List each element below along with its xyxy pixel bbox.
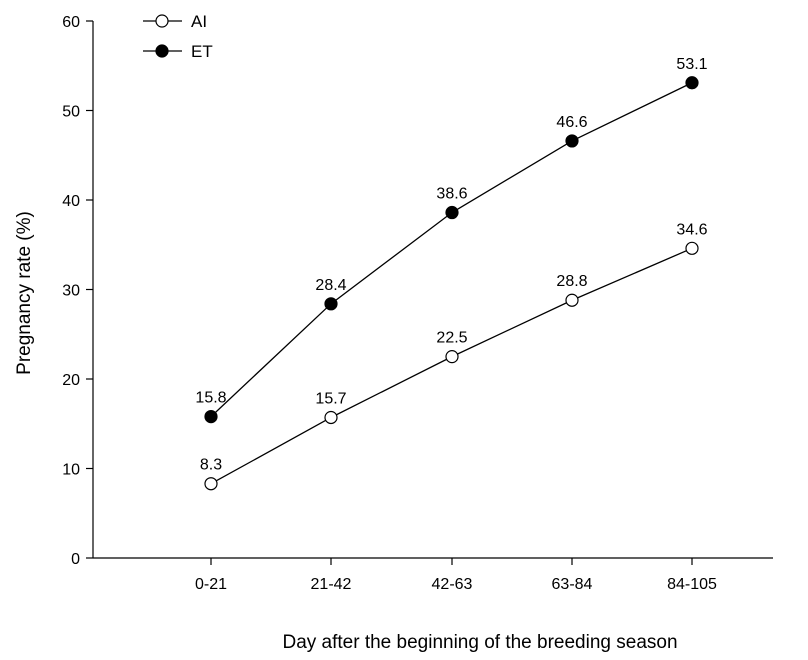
data-label: 53.1 xyxy=(676,56,707,73)
data-label: 34.6 xyxy=(676,221,707,238)
data-point xyxy=(565,134,579,148)
data-point xyxy=(565,293,579,307)
y-tick-label: 30 xyxy=(62,283,80,300)
x-tick-label: 0-21 xyxy=(195,576,227,593)
data-point xyxy=(445,205,459,220)
data-label: 15.8 xyxy=(195,390,226,407)
x-axis-title: Day after the beginning of the breeding … xyxy=(282,632,677,653)
series-line-et xyxy=(210,82,693,418)
legend-item-et: ET xyxy=(143,42,213,61)
x-tick-label: 84-105 xyxy=(667,576,717,593)
y-tick-label: 20 xyxy=(62,372,80,389)
x-tick-label: 21-42 xyxy=(311,576,352,593)
data-point xyxy=(685,241,699,255)
legend-marker xyxy=(155,44,169,58)
axes: 0 10 20 30 40 50 60 0-21 21-42 42-63 63-84 84-105 xyxy=(62,14,773,593)
data-point xyxy=(324,297,338,311)
legend-label: ET xyxy=(191,42,213,61)
data-label: 28.8 xyxy=(556,273,587,290)
series-ai: 8.3 15.7 22.5 28.8 34.6 xyxy=(200,221,708,491)
data-label: 8.3 xyxy=(200,457,222,474)
data-point xyxy=(204,409,218,424)
data-label: 15.7 xyxy=(315,390,346,407)
series-line-ai xyxy=(210,247,693,485)
data-label: 22.5 xyxy=(436,330,467,347)
y-tick-label: 40 xyxy=(62,193,80,210)
legend-item-ai: AI xyxy=(143,12,207,31)
y-tick-label: 10 xyxy=(62,462,80,479)
legend-label: AI xyxy=(191,12,207,31)
y-axis-title: Pregnancy rate (%) xyxy=(14,211,35,375)
legend-marker xyxy=(155,14,169,28)
data-point xyxy=(445,350,459,364)
x-tick-label: 63-84 xyxy=(552,576,593,593)
data-point xyxy=(685,76,699,90)
y-tick-label: 0 xyxy=(71,551,80,568)
series-et: 15.8 28.4 38.6 46.6 53.1 xyxy=(195,56,708,424)
legend: AI ET xyxy=(143,12,213,61)
data-label: 46.6 xyxy=(556,114,587,131)
x-tick-label: 42-63 xyxy=(432,576,473,593)
data-label: 28.4 xyxy=(315,277,346,294)
series-layer: 8.3 15.7 22.5 28.8 34.6 15.8 28.4 38.6 46.6 53.1 xyxy=(195,56,708,491)
data-point xyxy=(324,410,338,425)
y-tick-label: 50 xyxy=(62,104,80,121)
data-label: 38.6 xyxy=(436,186,467,203)
y-tick-label: 60 xyxy=(62,14,80,31)
data-point xyxy=(204,477,218,491)
